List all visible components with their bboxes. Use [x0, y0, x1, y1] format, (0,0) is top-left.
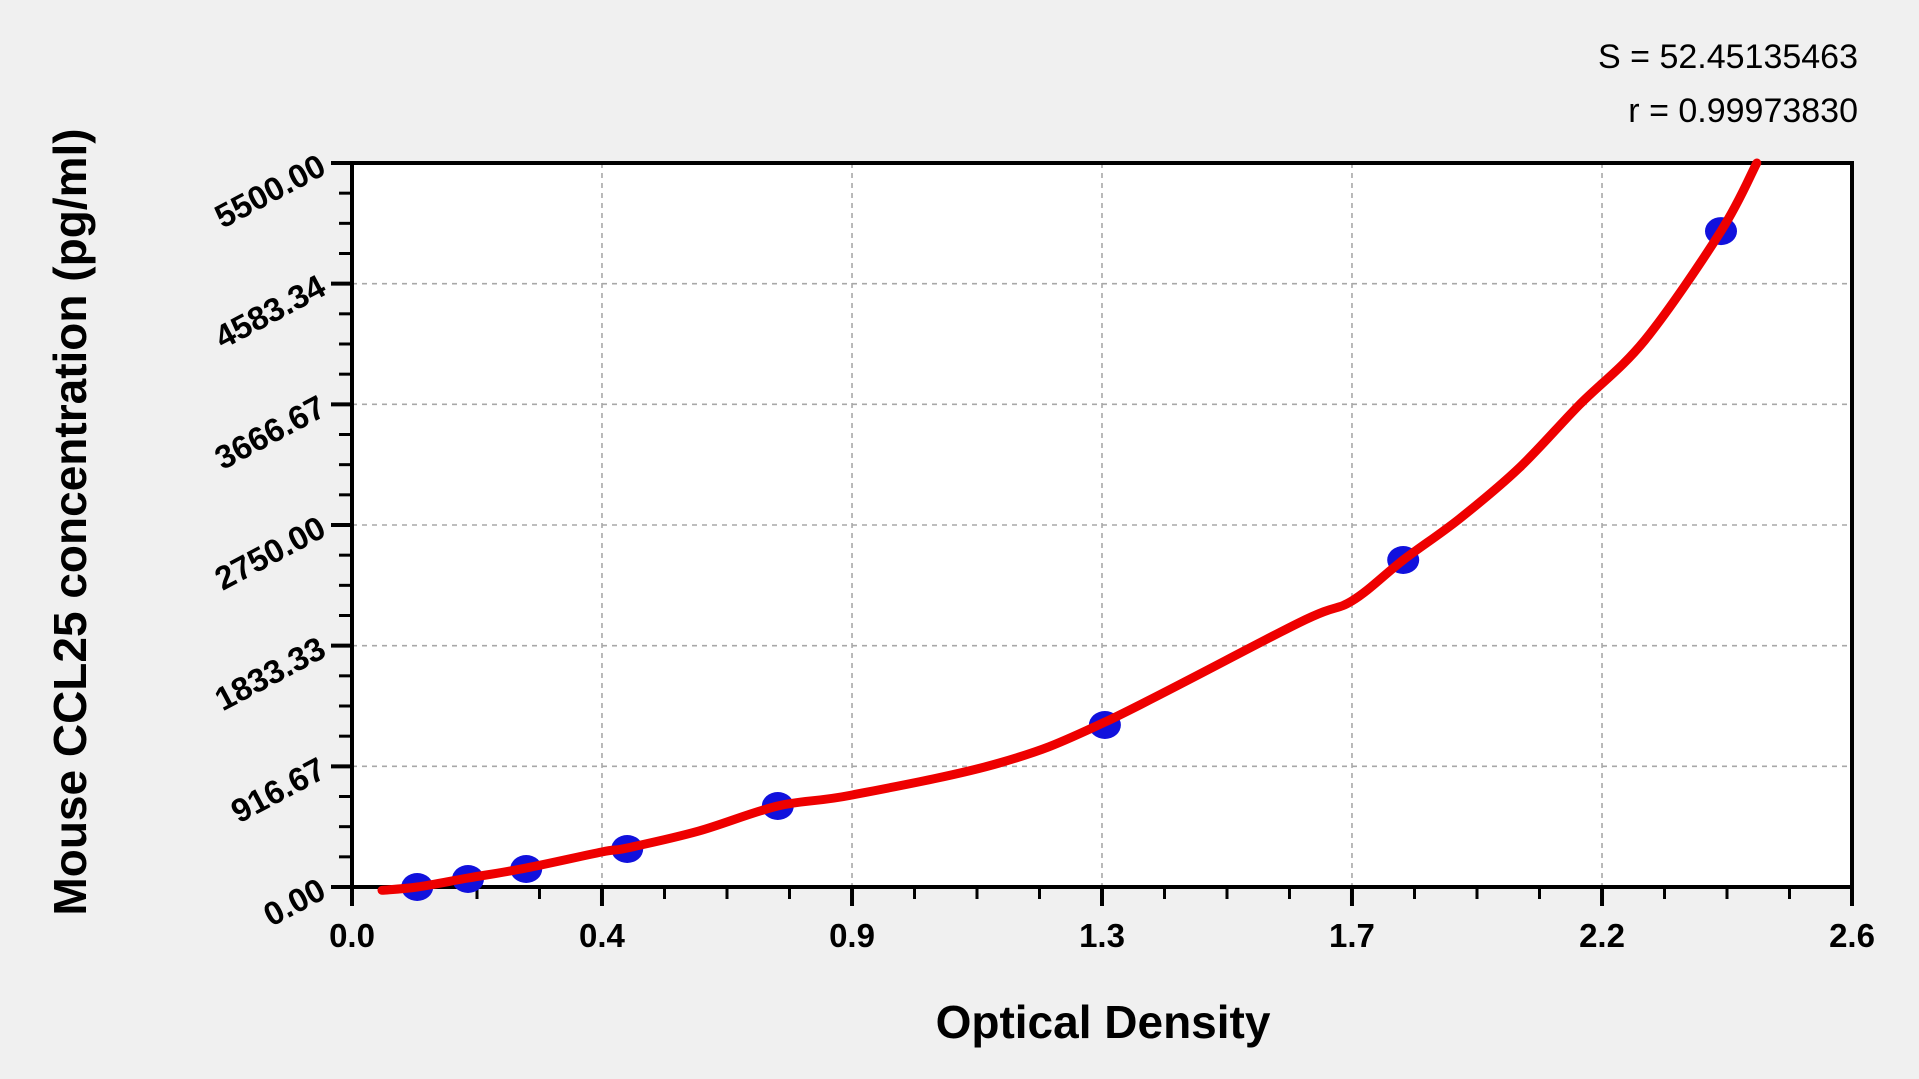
- y-tick-label: 916.67: [225, 750, 331, 830]
- y-axis-title: Mouse CCL25 concentration (pg/ml): [44, 128, 96, 916]
- x-tick-label: 0.0: [329, 917, 375, 954]
- y-tick-label: 3666.67: [209, 388, 332, 477]
- fit-curve: [377, 158, 1762, 895]
- plot-border: [350, 161, 1854, 889]
- x-tick-label: 1.3: [1079, 917, 1125, 954]
- y-tick-label: 5500.00: [209, 147, 332, 236]
- stat-r-value: r = 0.99973830: [1628, 92, 1858, 130]
- y-tick-label: 4583.34: [209, 267, 332, 356]
- x-tick-label: 2.6: [1829, 917, 1875, 954]
- x-tick-label: 1.7: [1329, 917, 1375, 954]
- x-tick-label: 0.4: [579, 917, 626, 954]
- x-axis-title: Optical Density: [935, 996, 1271, 1048]
- stat-s-value: S = 52.45135463: [1598, 38, 1858, 76]
- y-tick-label: 1833.33: [209, 629, 332, 718]
- x-tick-label: 0.9: [829, 917, 875, 954]
- x-tick-label: 2.2: [1579, 917, 1625, 954]
- y-tick-label: 0.00: [257, 871, 331, 934]
- y-tick-label: 2750.00: [209, 509, 332, 598]
